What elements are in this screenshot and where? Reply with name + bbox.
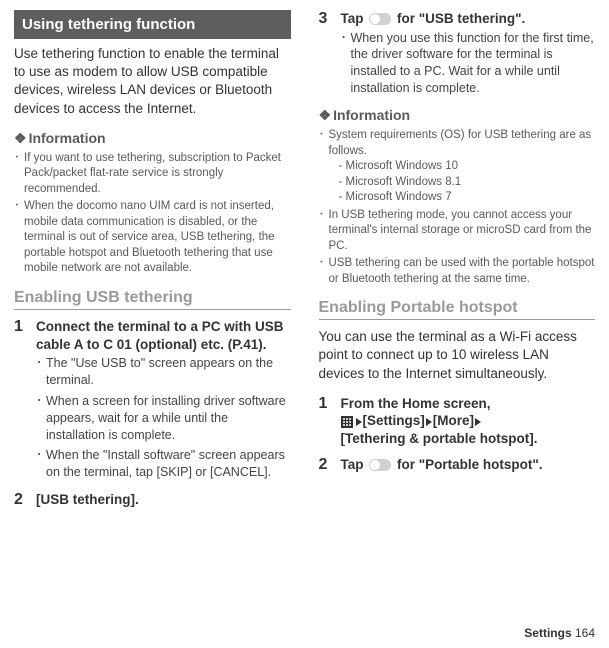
nav-more: [More] [433, 413, 474, 428]
step-number: 3 [319, 10, 341, 101]
step: 3 Tap for "USB tethering". When you use … [319, 10, 596, 101]
info-heading: Information [14, 130, 291, 147]
dash-list: Microsoft Windows 10 Microsoft Windows 8… [329, 159, 596, 206]
info-item-text: System requirements (OS) for USB tetheri… [329, 129, 592, 157]
sub-heading: Enabling USB tethering [14, 289, 291, 310]
footer-label: Settings [524, 626, 571, 640]
footer-page: 164 [575, 626, 595, 640]
info-list: If you want to use tethering, subscripti… [14, 151, 291, 277]
dash-item: Microsoft Windows 10 [339, 159, 596, 175]
arrow-icon [356, 418, 362, 426]
step-title-bold: USB tethering [41, 492, 131, 507]
bracket: ]. [529, 431, 537, 446]
step-sub-item: When a screen for installing driver soft… [36, 393, 291, 444]
info-item: When the docomo nano UIM card is not ins… [14, 199, 291, 277]
arrow-icon [426, 418, 432, 426]
step-sub-item: When the "Install software" screen appea… [36, 447, 291, 481]
nav-settings: [Settings] [363, 413, 425, 428]
toggle-icon [369, 459, 391, 471]
section-header: Using tethering function [14, 10, 291, 39]
dash-item: Microsoft Windows 7 [339, 190, 596, 206]
info-item: In USB tethering mode, you cannot access… [319, 208, 596, 255]
page-footer: Settings 164 [524, 626, 595, 640]
info-heading: Information [319, 107, 596, 124]
step-title-pre: Tap [341, 11, 368, 26]
info-list: System requirements (OS) for USB tetheri… [319, 128, 596, 287]
step-number: 1 [319, 395, 341, 450]
bracket: ]. [131, 492, 139, 507]
step-title: Tap for "USB tethering". [341, 10, 596, 28]
step-sub-item: When you use this function for the first… [341, 30, 596, 98]
apps-grid-icon [341, 416, 353, 428]
step: 2 [USB tethering]. [14, 491, 291, 511]
step-title-pre: Tap [341, 457, 368, 472]
info-item: System requirements (OS) for USB tetheri… [319, 128, 596, 206]
step-title: From the Home screen, [Settings][More] [… [341, 395, 596, 448]
step-sublist: The "Use USB to" screen appears on the t… [36, 355, 291, 481]
info-item: If you want to use tethering, subscripti… [14, 151, 291, 198]
step: 1 Connect the terminal to a PC with USB … [14, 318, 291, 485]
step-number: 1 [14, 318, 36, 485]
step-sub-item: The "Use USB to" screen appears on the t… [36, 355, 291, 389]
step-title-post: for "Portable hotspot". [393, 457, 542, 472]
nav-tethering: Tethering & portable hotspot [345, 431, 529, 446]
step-title-pre: From the Home screen, [341, 396, 491, 411]
step-title-post: for "USB tethering". [393, 11, 525, 26]
step-number: 2 [14, 491, 36, 511]
step: 1 From the Home screen, [Settings] [More]… [319, 395, 596, 450]
intro-text: Use tethering function to enable the ter… [14, 45, 291, 118]
step-title: Connect the terminal to a PC with USB ca… [36, 318, 291, 353]
step-number: 2 [319, 456, 341, 476]
sub-heading: Enabling Portable hotspot [319, 299, 596, 320]
info-item: USB tethering can be used with the porta… [319, 256, 596, 287]
arrow-icon [475, 418, 481, 426]
step-title: [USB tethering]. [36, 491, 291, 509]
intro-text: You can use the terminal as a Wi-Fi acce… [319, 328, 596, 383]
toggle-icon [369, 13, 391, 25]
step: 2 Tap for "Portable hotspot". [319, 456, 596, 476]
dash-item: Microsoft Windows 8.1 [339, 175, 596, 191]
step-sublist: When you use this function for the first… [341, 30, 596, 98]
step-title: Tap for "Portable hotspot". [341, 456, 596, 474]
